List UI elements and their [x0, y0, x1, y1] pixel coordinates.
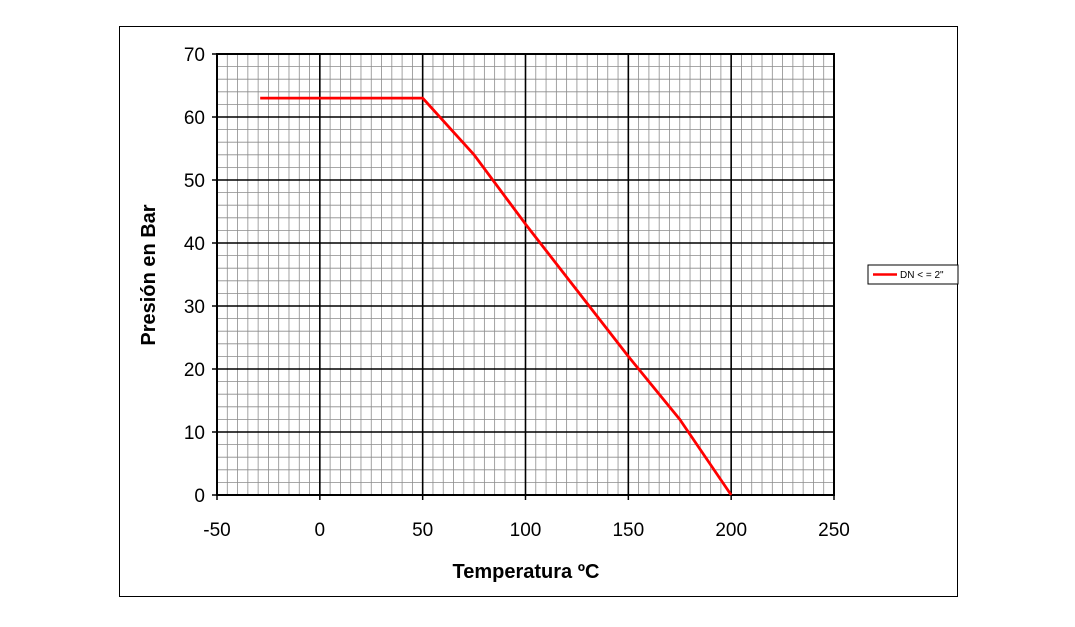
x-tick-labels: -50 0 50 100 150 200 250: [203, 520, 850, 541]
x-axis-title: Temperatura ºC: [453, 561, 600, 583]
y-tick-label: 50: [184, 171, 205, 192]
y-tick-label: 30: [184, 297, 205, 318]
y-tick-label: 0: [194, 486, 205, 507]
y-tick-label: 60: [184, 108, 205, 129]
x-tick-label: 200: [715, 520, 747, 541]
series-line: [260, 96, 733, 496]
y-tick-labels: 0 10 20 30 40 50 60 70: [184, 45, 205, 507]
x-tick-label: -50: [203, 520, 230, 541]
y-axis-title: Presión en Bar: [138, 204, 160, 345]
y-tick-label: 40: [184, 234, 205, 255]
x-tick-label: 0: [315, 520, 326, 541]
plot-border: [216, 53, 835, 496]
x-tick-label: 50: [412, 520, 433, 541]
x-tick-label: 150: [612, 520, 644, 541]
series-layer: [260, 96, 733, 496]
legend: DN < = 2": [867, 264, 959, 285]
y-tick-label: 10: [184, 423, 205, 444]
x-tick-label: 100: [510, 520, 542, 541]
y-tick-label: 20: [184, 360, 205, 381]
legend-label: DN < = 2": [900, 270, 944, 281]
legend-box: [867, 264, 959, 285]
x-tick-label: 250: [818, 520, 850, 541]
y-tick-label: 70: [184, 45, 205, 66]
